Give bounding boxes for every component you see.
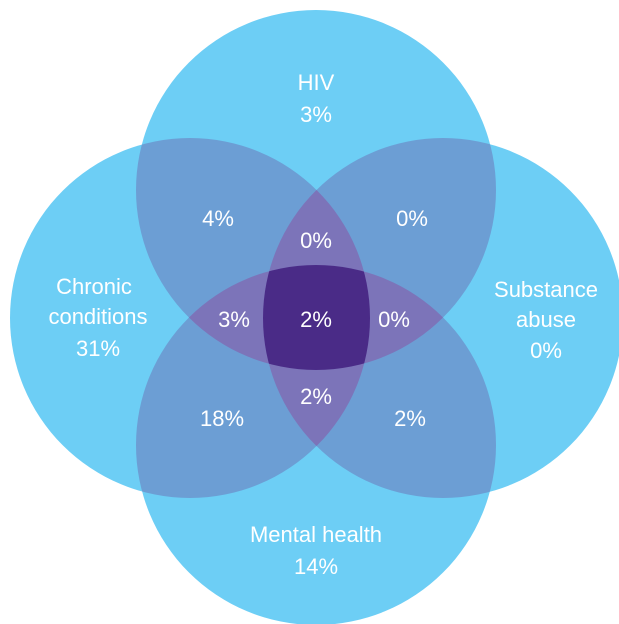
hiv-value: 3% xyxy=(300,102,332,127)
chronic-mental-value: 18% xyxy=(200,406,244,431)
all-four-value: 2% xyxy=(300,307,332,332)
chronic-conditions-value: 31% xyxy=(76,336,120,361)
hiv-substance-value: 0% xyxy=(396,206,428,231)
substance-abuse-value: 0% xyxy=(530,338,562,363)
hiv-chronic-mental-value: 3% xyxy=(218,307,250,332)
hiv-chronic-value: 4% xyxy=(202,206,234,231)
substance-abuse-label-line2: abuse xyxy=(516,307,576,332)
chronic-conditions-label-line2: conditions xyxy=(48,304,147,329)
hiv-chronic-substance-value: 0% xyxy=(300,228,332,253)
overlap-substance-mental xyxy=(263,265,496,498)
mental-health-value: 14% xyxy=(294,554,338,579)
chronic-conditions-label-line1: Chronic xyxy=(56,274,132,299)
substance-abuse-label-line1: Substance xyxy=(494,277,598,302)
hiv-label: HIV xyxy=(298,70,335,95)
hiv-substance-mental-value: 0% xyxy=(378,307,410,332)
substance-mental-value: 2% xyxy=(394,406,426,431)
mental-health-label: Mental health xyxy=(250,522,382,547)
chronic-substance-mental-value: 2% xyxy=(300,384,332,409)
